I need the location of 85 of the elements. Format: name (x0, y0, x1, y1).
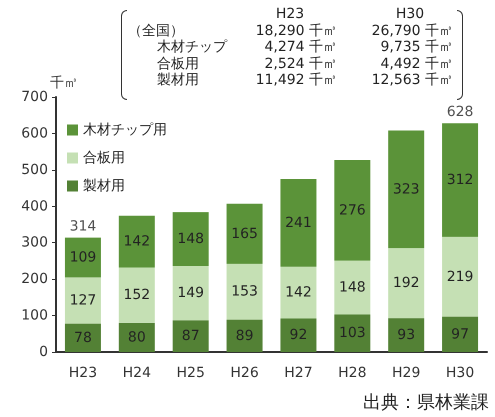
bar (334, 260, 370, 314)
bar (226, 264, 263, 320)
bar (442, 236, 478, 317)
bar (64, 324, 101, 352)
bar (388, 248, 424, 318)
text: 11,492 千㎥ (256, 72, 337, 88)
text: 製材用 (157, 72, 199, 88)
data-label: 80 (128, 329, 146, 346)
bar (280, 318, 316, 352)
data-label: 276 (338, 202, 366, 218)
legend-label: 合板用 (83, 150, 125, 166)
y-tick-label: 600 (21, 125, 48, 142)
bar (64, 238, 101, 278)
bar (64, 277, 101, 324)
data-label: 165 (231, 226, 258, 242)
data-label: 241 (285, 214, 312, 231)
text: 4,492 千㎥ (380, 56, 453, 72)
data-label: 148 (177, 231, 204, 248)
data-label: 149 (177, 285, 204, 302)
y-tick-label: 500 (21, 162, 48, 178)
data-label: 192 (392, 275, 420, 292)
data-label: 323 (392, 181, 420, 198)
x-tick-label: H30 (446, 365, 474, 381)
y-tick-label: 300 (21, 234, 48, 251)
bar (172, 266, 209, 320)
data-label: 152 (123, 287, 150, 304)
text: 18,290 千㎥ (256, 22, 337, 38)
bar (172, 320, 209, 352)
y-tick-label: 100 (21, 308, 48, 324)
x-tick-label: H29 (392, 365, 420, 381)
bar (280, 266, 316, 318)
y-tick-label: 200 (21, 271, 48, 288)
text: 26,790 千㎥ (372, 22, 453, 38)
data-label: 109 (70, 249, 96, 266)
text: 2,524 千㎥ (264, 56, 337, 72)
legend-label: 製材用 (83, 178, 125, 194)
text: 合板用 (157, 56, 199, 72)
text: 12,563 千㎥ (372, 72, 453, 88)
x-tick-label: H27 (284, 365, 313, 381)
total-label: 314 (70, 218, 96, 235)
legend-label: 木材チップ用 (83, 122, 167, 138)
text: H30 (394, 6, 425, 22)
bar (334, 314, 370, 352)
bar (388, 318, 424, 352)
y-tick-label: 400 (21, 198, 48, 214)
bar (388, 130, 424, 248)
x-tick-label: H28 (338, 365, 366, 381)
bar (118, 267, 155, 323)
data-label: 127 (70, 292, 96, 308)
source-note: 出典：県林業課 (363, 392, 489, 413)
data-label: 312 (446, 172, 474, 188)
bar (442, 123, 478, 237)
text: H23 (274, 6, 306, 22)
text: 9,735 千㎥ (380, 39, 453, 55)
data-label: 92 (290, 327, 308, 344)
bar (334, 160, 370, 261)
bar (280, 178, 316, 267)
x-tick-label: H24 (122, 365, 152, 381)
bar (172, 212, 209, 266)
x-tick-label: H23 (68, 365, 98, 381)
data-label: 142 (123, 234, 150, 250)
data-label: 219 (446, 268, 474, 285)
data-label: 148 (338, 280, 366, 296)
y-tick-label: 700 (21, 89, 48, 105)
total-label: 628 (446, 104, 474, 120)
y-tick-label: 0 (39, 344, 48, 360)
bar (226, 204, 263, 264)
data-label: 97 (451, 326, 469, 342)
text: （全国） (128, 22, 184, 38)
bar (118, 216, 155, 268)
data-label: 89 (236, 328, 254, 344)
bar (442, 316, 478, 352)
x-tick-label: H25 (176, 365, 205, 381)
data-label: 142 (285, 284, 312, 301)
data-label: 78 (74, 330, 92, 346)
x-tick-label: H26 (230, 365, 259, 381)
y-axis-title: 千㎥ (50, 75, 78, 92)
data-label: 87 (182, 328, 200, 344)
text: 木材チップ (157, 39, 227, 55)
data-label: 103 (338, 325, 366, 342)
text: 4,274 千㎥ (264, 39, 337, 55)
data-label: 93 (397, 327, 416, 344)
data-label: 153 (231, 284, 258, 300)
bar (118, 322, 155, 352)
bar (226, 320, 263, 352)
